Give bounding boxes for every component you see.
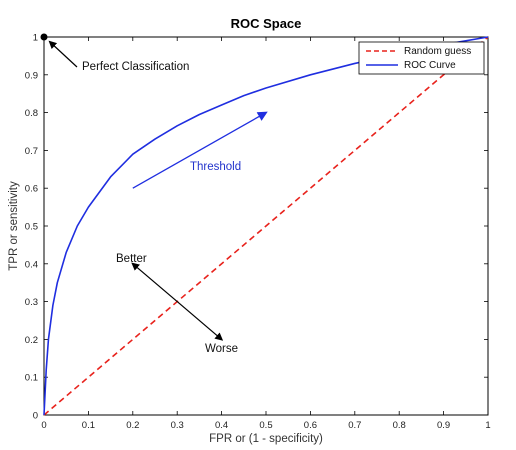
y-tick-label: 0.8 (25, 108, 38, 119)
series-line-roc-curve (43, 36, 489, 416)
x-tick-label: 0.9 (437, 420, 450, 431)
series-layer (43, 36, 489, 416)
y-axis-label: TPR or sensitivity (8, 181, 20, 271)
x-tick-label: 1 (485, 420, 490, 431)
x-tick-label: 0.3 (171, 420, 184, 431)
y-tick-label: 0.5 (25, 222, 38, 233)
perfect-classification-label: Perfect Classification (82, 61, 189, 73)
perfect-classification-point (40, 33, 48, 41)
x-tick-label: 0.7 (348, 420, 361, 431)
legend: Random guess ROC Curve (358, 41, 485, 75)
y-tick-label: 0 (33, 411, 38, 422)
x-tick-label: 0.5 (259, 420, 272, 431)
y-tick-label: 0.6 (25, 184, 38, 195)
y-tick-label: 0.4 (25, 259, 38, 270)
y-tick-label: 1 (33, 33, 38, 44)
annotations: Perfect Classification Threshold Better Wor… (40, 33, 268, 355)
x-tick-label: 0.2 (126, 420, 139, 431)
x-axis-label: FPR or (1 - specificity) (209, 433, 323, 445)
better-arrow (131, 262, 178, 303)
x-tick-label: 0.4 (215, 420, 228, 431)
y-tick-label: 0.7 (25, 146, 38, 157)
legend-box (358, 41, 485, 75)
better-label: Better (116, 253, 147, 265)
worse-arrow (176, 301, 224, 341)
worse-label: Worse (205, 343, 238, 355)
threshold-label: Threshold (190, 161, 241, 173)
y-tick-label: 0.1 (25, 373, 38, 384)
y-tick-label: 0.9 (25, 70, 38, 81)
x-tick-label: 0.8 (393, 420, 406, 431)
threshold-arrow (132, 111, 268, 189)
axis-ticks: 0 0.1 0.2 0.3 0.4 0.5 0.6 0.7 0.8 0.9 1 0 0.1 0.2 0.3 0… (25, 33, 491, 432)
y-tick-label: 0.2 (25, 335, 38, 346)
chart-title: ROC Space (231, 16, 302, 31)
legend-label-roc: ROC Curve (404, 60, 456, 71)
perfect-classification-arrow (48, 40, 78, 68)
series-line-random-guess (43, 36, 489, 416)
x-tick-label: 0 (41, 420, 46, 431)
x-tick-label: 0.1 (82, 420, 95, 431)
y-tick-label: 0.3 (25, 297, 38, 308)
x-tick-label: 0.6 (304, 420, 317, 431)
legend-label-random: Random guess (404, 46, 471, 57)
